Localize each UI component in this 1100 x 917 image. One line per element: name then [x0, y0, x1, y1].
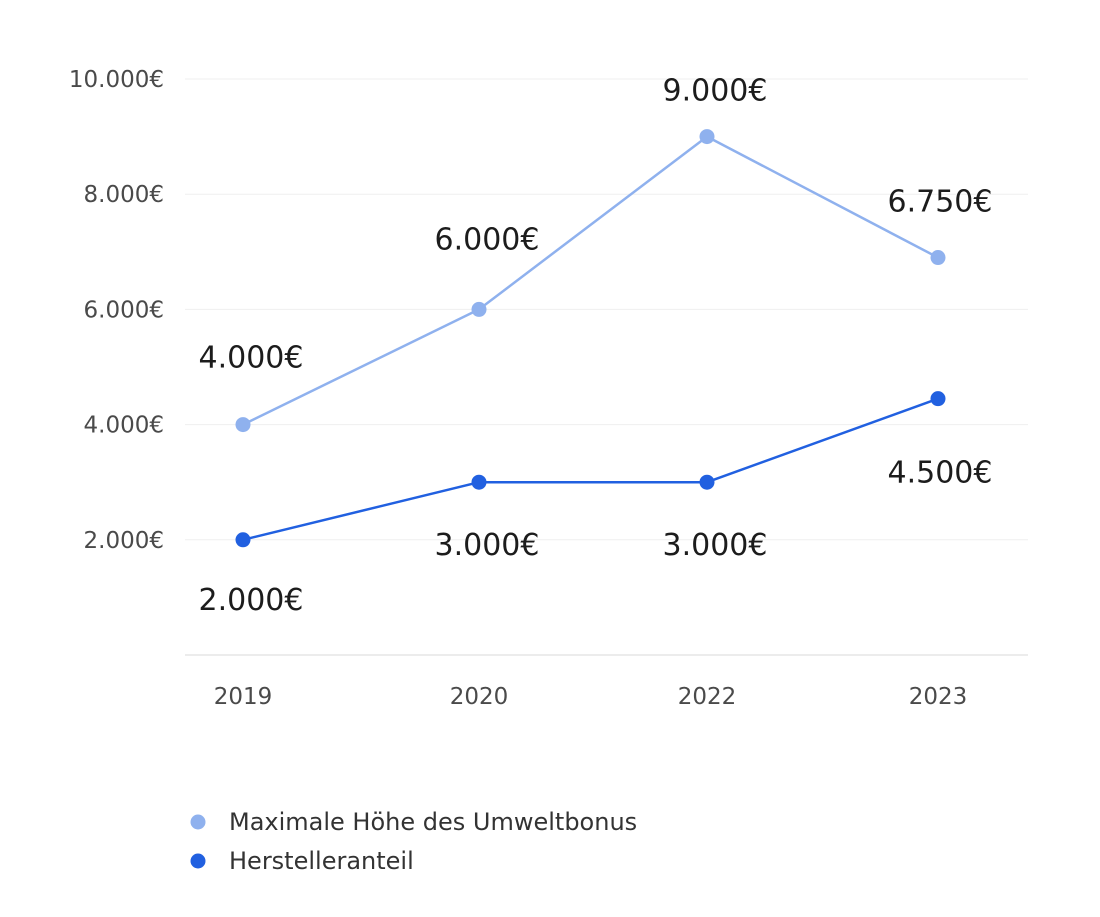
data-point	[699, 129, 715, 145]
data-label: 3.000€	[663, 528, 768, 563]
data-point	[471, 474, 487, 490]
legend-marker	[190, 814, 206, 830]
legend-label: Herstelleranteil	[229, 847, 414, 875]
y-tick-label: 4.000€	[84, 413, 164, 439]
data-label: 2.000€	[199, 583, 304, 618]
x-axis-ticks: 2019 2020 2022 2023	[214, 684, 968, 710]
y-tick-label: 10.000€	[69, 67, 164, 93]
data-point	[699, 474, 715, 490]
legend-label: Maximale Höhe des Umweltbonus	[229, 808, 637, 836]
series	[235, 129, 946, 548]
data-point	[235, 532, 251, 548]
x-tick-label: 2019	[214, 684, 273, 710]
data-label: 4.500€	[888, 456, 993, 491]
data-point	[930, 250, 946, 266]
legend-marker	[190, 853, 206, 869]
legend-item: Maximale Höhe des Umweltbonus	[190, 808, 637, 836]
legend-item: Herstelleranteil	[190, 847, 414, 875]
x-tick-label: 2022	[678, 684, 737, 710]
data-label: 6.750€	[888, 185, 993, 220]
data-label: 9.000€	[663, 74, 768, 109]
data-point	[471, 301, 487, 317]
y-tick-label: 2.000€	[84, 528, 164, 554]
series-line	[241, 135, 940, 426]
legend: Maximale Höhe des Umweltbonus Herstellera…	[190, 808, 637, 875]
data-label: 6.000€	[435, 222, 540, 257]
y-tick-label: 6.000€	[84, 297, 164, 323]
data-labels: 4.000€ 6.000€ 9.000€ 6.750€ 2.000€ 3.000€ 3.00…	[199, 74, 993, 618]
x-tick-label: 2020	[450, 684, 509, 710]
data-label: 4.000€	[199, 341, 304, 376]
data-label: 3.000€	[435, 528, 540, 563]
data-point	[930, 391, 946, 407]
y-tick-label: 8.000€	[84, 182, 164, 208]
data-point	[235, 417, 251, 433]
x-tick-label: 2023	[909, 684, 968, 710]
series-line	[241, 397, 940, 542]
y-axis-ticks: 2.000€ 4.000€ 6.000€ 8.000€ 10.000€	[69, 67, 164, 554]
gridlines	[185, 78, 1028, 656]
